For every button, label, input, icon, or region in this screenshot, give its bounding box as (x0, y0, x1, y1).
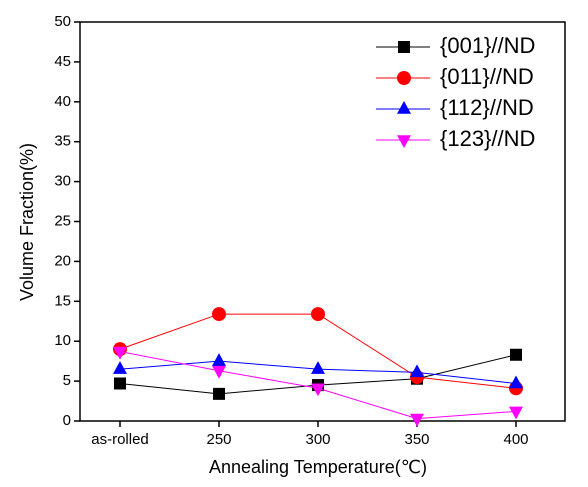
y-tick-label: 15 (54, 292, 71, 309)
y-tick-label: 5 (63, 372, 71, 389)
legend-text: {123}//ND (440, 126, 535, 151)
y-tick-label: 30 (54, 173, 71, 190)
marker (397, 71, 411, 85)
x-tick-label: 250 (206, 431, 231, 448)
marker (113, 361, 127, 374)
y-axis-title: Volume Fraction(%) (17, 143, 37, 301)
marker (509, 375, 523, 389)
legend-text: {112}//ND (440, 95, 534, 120)
x-tick-label: as-rolled (91, 431, 149, 448)
marker (410, 413, 424, 427)
marker (213, 387, 225, 400)
x-axis-title: Annealing Temperature(℃) (209, 457, 427, 477)
marker (397, 101, 411, 114)
y-tick-label: 0 (63, 412, 71, 429)
marker (397, 135, 411, 148)
legend-text: {011}//ND (440, 64, 534, 89)
y-tick-label: 10 (54, 332, 71, 349)
x-tick-label: 400 (503, 431, 528, 448)
legend-text: {001}//ND (440, 33, 535, 58)
y-tick-label: 20 (54, 252, 71, 269)
marker (311, 383, 325, 397)
y-tick-label: 25 (54, 212, 71, 229)
marker (212, 307, 226, 322)
x-tick-label: 300 (305, 431, 330, 448)
marker (114, 377, 126, 390)
marker (398, 41, 410, 53)
y-tick-label: 50 (54, 13, 71, 30)
marker (509, 406, 523, 420)
marker (311, 307, 325, 322)
marker (311, 361, 325, 374)
y-tick-label: 45 (54, 53, 71, 70)
x-tick-label: 350 (404, 431, 429, 448)
y-tick-label: 35 (54, 133, 71, 150)
marker (113, 346, 127, 360)
y-tick-label: 40 (54, 93, 71, 110)
marker (212, 353, 226, 366)
marker (510, 348, 522, 361)
marker (410, 364, 424, 378)
marker (212, 365, 226, 379)
